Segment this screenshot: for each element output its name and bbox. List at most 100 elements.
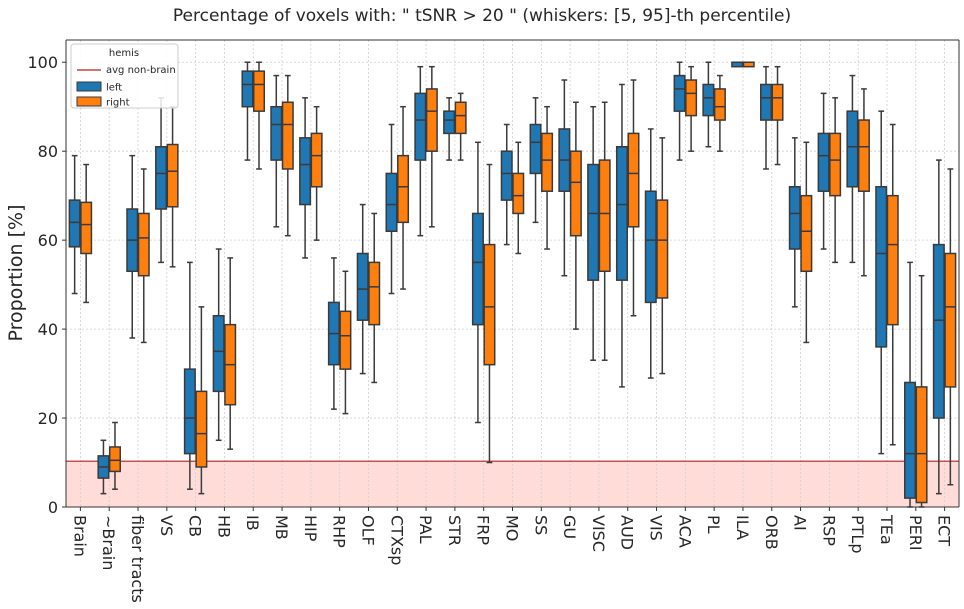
y-tick-label: 0 (48, 498, 58, 517)
box-right-PAL (425, 65, 438, 228)
box-left-TEa (875, 110, 888, 455)
box-left-SS (529, 97, 542, 224)
box-body (483, 243, 496, 366)
box-right-ECT (944, 168, 957, 486)
box-left-STR (443, 97, 456, 161)
box-body (857, 119, 870, 192)
box-right-CTXsp (397, 105, 410, 290)
box-body (339, 310, 352, 370)
box-left-HIP (299, 97, 312, 259)
box-left-CB (183, 261, 196, 490)
box-body (183, 368, 196, 455)
box-right-AUD (627, 79, 640, 317)
chart-title: Percentage of voxels with: " tSNR > 20 "… (173, 6, 791, 26)
box-right-SS (541, 105, 554, 250)
box-body (471, 212, 484, 326)
box-body (759, 83, 773, 121)
box-body (425, 88, 438, 152)
x-tick-label: fiber tracts (128, 515, 147, 603)
box-body (500, 150, 513, 201)
box-body (702, 83, 715, 117)
box-body (598, 159, 611, 273)
legend-label-right: right (106, 98, 130, 109)
box-right-VS (166, 105, 179, 268)
y-tick-label: 100 (27, 53, 58, 72)
x-tick-label: TEa (877, 514, 896, 545)
box-body (356, 252, 369, 321)
box-right-STR (454, 92, 467, 161)
box-right-MO (512, 141, 525, 255)
box-right-~Brain (108, 421, 121, 490)
box-body (212, 315, 225, 393)
box-body (68, 199, 81, 248)
box-body (241, 70, 254, 108)
box-left-FRP (471, 141, 484, 424)
box-right-HB (224, 257, 237, 450)
box-right-MB (281, 74, 294, 237)
x-tick-label: CB (186, 515, 205, 537)
x-tick-label: PL (704, 515, 723, 534)
box-left-IB (241, 61, 254, 161)
box-left-PAL (414, 65, 427, 237)
box-body (915, 386, 928, 504)
box-left-HB (212, 248, 225, 442)
box-body (299, 137, 312, 206)
box-left-VS (155, 97, 168, 264)
box-body (627, 132, 640, 228)
box-body (713, 88, 726, 121)
box-body (443, 110, 456, 135)
box-left-Brain (68, 154, 81, 295)
x-tick-label: SS (531, 515, 550, 535)
box-left-CTXsp (385, 123, 398, 295)
box-right-fiber tracts (137, 168, 150, 344)
box-left-~Brain (97, 439, 110, 495)
legend-label-line: avg non-brain (106, 65, 176, 76)
x-tick-label: VS (157, 515, 176, 536)
box-body (529, 123, 542, 175)
x-tick-label: RSP (819, 515, 838, 546)
box-left-ORB (759, 65, 773, 170)
x-tick-label: RHP (330, 515, 349, 548)
box-body (788, 186, 801, 250)
y-axis-title: Proportion [%] (5, 205, 27, 342)
x-tick-label: VISC (589, 515, 608, 552)
box-left-MO (500, 123, 513, 246)
box-left-MB (270, 74, 283, 228)
box-right-ORB (771, 65, 784, 166)
box-right-TEa (886, 123, 899, 446)
box-left-fiber tracts (126, 154, 139, 339)
legend-swatch-right (76, 96, 102, 107)
box-left-PERI (904, 261, 917, 508)
x-tick-label: PAL (416, 515, 435, 544)
x-tick-label: MB (272, 515, 291, 540)
legend-title: hemis (109, 48, 139, 59)
box-body (385, 172, 398, 232)
box-left-VISC (587, 105, 600, 361)
box-right-AI (800, 141, 813, 344)
box-body (800, 194, 813, 273)
box-body (512, 172, 525, 215)
box-left-RHP (327, 257, 340, 410)
box-body (195, 390, 208, 468)
x-tick-label: HB (214, 515, 233, 538)
box-left-VIS (644, 128, 657, 379)
box-right-ACA (685, 65, 698, 152)
legend-label-left: left (106, 83, 122, 94)
box-body (368, 261, 381, 326)
box-body (673, 74, 686, 112)
box-right-Brain (80, 163, 93, 304)
box-body (829, 132, 842, 197)
box-left-AUD (615, 83, 628, 388)
x-tick-label: AI (791, 515, 810, 531)
box-body (414, 92, 427, 161)
box-right-VISC (598, 101, 611, 361)
x-tick-label: FRP (474, 515, 493, 545)
box-right-PERI (915, 274, 928, 508)
x-tick-label: ~Brain (99, 515, 118, 570)
box-right-CB (195, 306, 208, 495)
x-tick-label: STR (445, 515, 464, 546)
x-tick-label: IB (243, 515, 262, 531)
x-tick-label: GU (560, 515, 579, 539)
box-body (685, 79, 698, 117)
box-body (817, 132, 830, 192)
